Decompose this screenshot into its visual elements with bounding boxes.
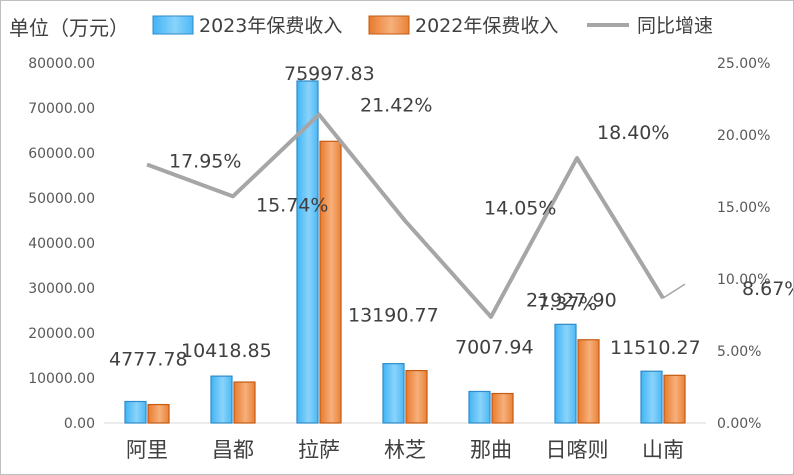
growth-label-leader	[662, 283, 686, 299]
growth-value-label: 18.40%	[597, 122, 669, 144]
left-axis-tick-label: 40000.00	[28, 236, 95, 252]
left-axis-tick-label: 10000.00	[28, 371, 95, 387]
bar-2023	[468, 390, 491, 424]
right-axis-tick-label: 5.00%	[717, 344, 761, 360]
left-axis-tick-label: 20000.00	[28, 326, 95, 342]
legend-label-2022: 2022年保费收入	[415, 15, 558, 37]
bar-2023	[554, 323, 577, 424]
bar-2023	[296, 80, 319, 424]
growth-value-label: 15.74%	[256, 194, 328, 216]
growth-value-label: 17.95%	[169, 151, 241, 173]
right-axis-tick-label: 15.00%	[717, 200, 770, 216]
bar-2022	[577, 339, 600, 424]
legend-label-2023: 2023年保费收入	[199, 15, 342, 37]
right-axis-tick-label: 10.00%	[717, 272, 770, 288]
legend-swatch-2023	[152, 15, 194, 35]
bar-2023	[382, 363, 405, 424]
bar-2022	[405, 369, 428, 424]
category-label: 山南	[642, 438, 684, 462]
bar-2022	[319, 140, 342, 424]
category-label: 昌都	[212, 438, 254, 462]
bars	[124, 80, 686, 424]
growth-line	[146, 112, 686, 319]
bar-value-label-2023: 10418.85	[181, 340, 272, 362]
category-label: 林芝	[384, 438, 426, 462]
left-axis-tick-label: 60000.00	[28, 146, 95, 162]
bar-value-label-2023: 13190.77	[348, 305, 439, 327]
bar-2022	[233, 381, 256, 424]
right-axis-tick-label: 0.00%	[717, 416, 761, 432]
growth-value-label: 8.67%	[742, 278, 793, 300]
left-axis-tick-label: 70000.00	[28, 101, 95, 117]
bar-2022	[491, 392, 514, 424]
bar-value-label-2023: 4777.78	[109, 349, 188, 371]
left-axis-tick-label: 30000.00	[28, 281, 95, 297]
unit-label: 单位（万元）	[9, 16, 129, 40]
bar-value-label-2023: 7007.94	[455, 336, 534, 358]
growth-value-label: 21.42%	[360, 95, 432, 117]
right-axis-tick-label: 25.00%	[717, 56, 770, 72]
bar-2023	[640, 370, 663, 424]
category-label: 日喀则	[546, 438, 609, 462]
category-label: 拉萨	[298, 438, 340, 462]
left-axis-tick-label: 80000.00	[28, 56, 95, 72]
legend-swatch-2022	[368, 15, 410, 35]
category-label: 那曲	[470, 438, 512, 462]
bar-value-label-2023: 75997.83	[284, 63, 375, 85]
bar-value-label-2023: 11510.27	[610, 337, 701, 359]
left-axis-tick-label: 0.00	[64, 416, 95, 432]
bar-2023	[124, 400, 147, 424]
bar-2023	[210, 375, 233, 424]
right-axis-tick-label: 20.00%	[717, 128, 770, 144]
bar-2022	[147, 403, 170, 424]
left-axis-tick-label: 50000.00	[28, 191, 95, 207]
axes: 0.00 10000.00 20000.00 30000.00 40000.00 5000…	[28, 56, 770, 462]
category-label: 阿里	[126, 438, 168, 462]
growth-value-label: 14.05%	[484, 198, 556, 220]
growth-line-path	[146, 112, 665, 319]
bar-value-label-2023: 21927.90	[526, 289, 617, 311]
growth-value-label: 7.37%	[537, 293, 597, 315]
legend: 2023年保费收入 2022年保费收入 同比增速	[152, 15, 713, 37]
bar-2022	[663, 374, 686, 424]
legend-label-growth: 同比增速	[637, 15, 713, 37]
